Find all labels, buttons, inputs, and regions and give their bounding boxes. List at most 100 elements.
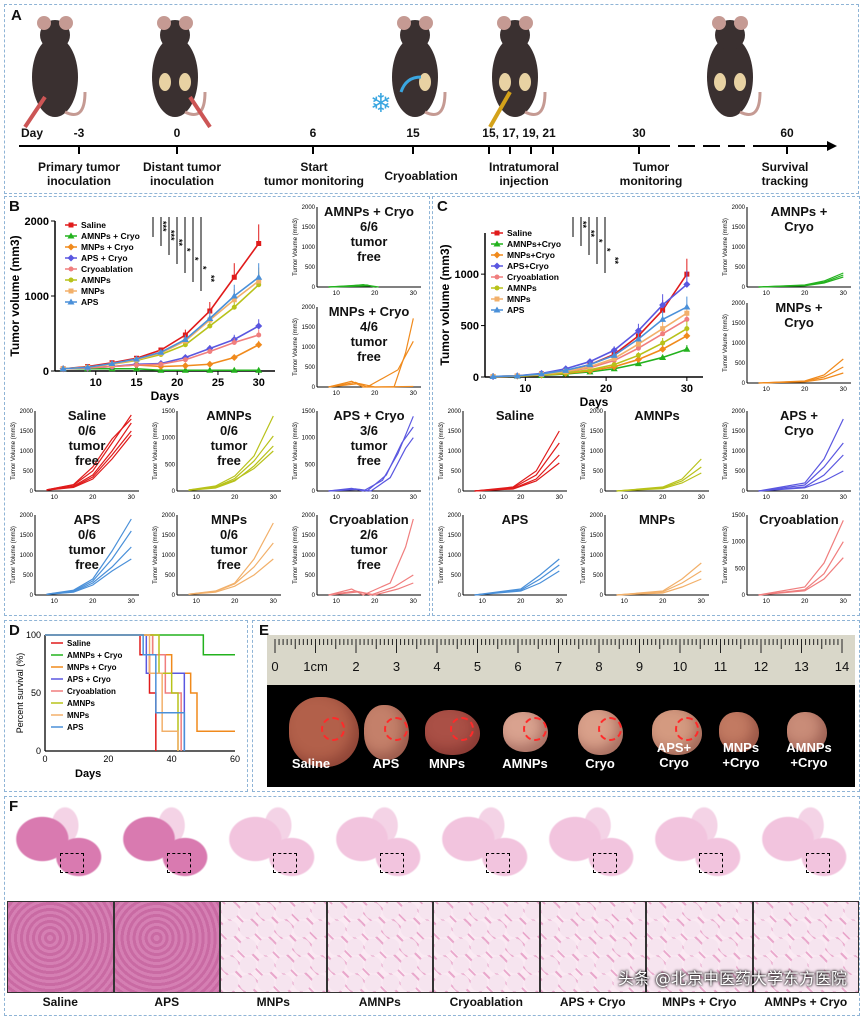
y-tick-label: 1500 (302, 225, 316, 231)
significance-label: * (602, 248, 612, 252)
he-group-label: MNPs + Cryo (662, 995, 737, 1009)
timeline-event: Intratumoral injection (488, 160, 559, 188)
legend-label: AMNPs (81, 275, 111, 285)
significance-label: ** (206, 275, 216, 283)
small-chart: 0 500 1000 1500 2000 10 20 30 Tumor Volume (mm3)… (435, 509, 573, 613)
data-point (67, 232, 75, 239)
individual-line (474, 558, 560, 596)
y-axis-label: Tumor Volume (mm3) (581, 422, 587, 480)
small-chart: 0 500 1000 1500 10 20 30 Tumor Volume (mm3) AMNP… (149, 405, 287, 509)
data-point (206, 360, 214, 368)
data-point (659, 315, 667, 322)
x-tick-label: 10 (90, 377, 102, 389)
y-tick-label: 1500 (302, 409, 316, 415)
small-chart: 0 500 1000 1500 2000 10 20 30 Tumor Volume (mm3)… (7, 405, 145, 509)
individual-line (328, 382, 414, 388)
he-overview-image (547, 803, 638, 893)
he-group-label: AMNPs + Cryo (764, 995, 848, 1009)
mouse-4 (488, 16, 547, 128)
ruler-number: 6 (514, 659, 521, 674)
small-chart-title: MNPs + Cryo 4/6 tumor free (328, 304, 410, 364)
data-point (206, 366, 214, 373)
svg-text:❄: ❄ (370, 88, 392, 118)
small-chart: 0 500 1000 1500 2000 10 20 30 Tumor Volume (mm3)… (289, 301, 427, 405)
significance-label: *** (158, 221, 168, 232)
y-tick-label: 500 (23, 469, 34, 475)
small-chart-svg: 0 500 1000 1500 2000 10 20 30 Tumor Volume (mm3) (439, 513, 567, 605)
he-overview-image (121, 803, 212, 893)
legend-label: MNPs + Cryo (81, 242, 134, 252)
y-tick-label: 1000 (590, 449, 604, 455)
y-tick-label: 1500 (20, 429, 34, 435)
y-tick-label: 1000 (732, 449, 746, 455)
data-point (181, 366, 189, 373)
legend-label: Cryoablation (81, 264, 133, 274)
y-tick-label: 1500 (732, 321, 746, 327)
small-chart-svg: 0 500 1000 1500 10 20 30 Tumor Volume (mm3) (153, 409, 281, 501)
x-tick-label: 20 (517, 598, 525, 605)
y-tick-label: 2000 (590, 409, 604, 415)
small-chart-title: Cryoablation (759, 512, 839, 527)
ruler-number: 9 (636, 659, 643, 674)
timeline-svg: ❄ (19, 16, 837, 154)
individual-line (474, 462, 560, 492)
legend-label: Saline (67, 639, 91, 648)
x-tick-label: 20 (171, 377, 183, 389)
y-axis-label: Tumor Volume (mm3) (723, 314, 729, 372)
small-chart-title: APS + Cryo 3/6 tumor free (333, 408, 405, 468)
ruler-number: 4 (433, 659, 440, 674)
y-tick-label: 1000 (302, 553, 316, 559)
timeline-tick: 60 (780, 126, 794, 140)
mouse-5 (707, 16, 762, 117)
y-tick-label: 50 (31, 688, 41, 698)
y-tick-label: 1000 (448, 449, 462, 455)
x-tick-label: 20 (600, 383, 612, 395)
x-tick-label: 10 (621, 494, 629, 501)
ruler-number: 1cm (303, 659, 328, 674)
individual-line (188, 415, 274, 491)
y-axis-label: Tumor Volume (mm3) (581, 526, 587, 584)
individual-line (188, 450, 274, 491)
individual-line (188, 558, 274, 595)
legend-label: APS (67, 723, 84, 732)
small-chart-svg: 0 500 1000 1500 2000 10 20 30 Tumor Volume (mm3) (581, 409, 709, 501)
y-tick-label: 1500 (162, 533, 176, 539)
panel-a: A ❄ (4, 4, 859, 194)
data-point (133, 362, 139, 368)
data-point (659, 353, 667, 360)
x-tick-label: 20 (371, 494, 379, 501)
data-point (230, 366, 238, 373)
y-tick-label: 1000 (302, 245, 316, 251)
legend-label: APS+Cryo (507, 261, 549, 271)
legend-label: AMNPs+Cryo (507, 239, 561, 249)
individual-line (328, 582, 414, 596)
x-tick-label: 20 (103, 754, 113, 764)
small-chart-svg: 0 500 1000 1500 2000 10 20 30 Tumor Volume (mm3) (293, 205, 421, 297)
small-chart-svg: 0 500 1000 1500 10 20 30 Tumor Volume (mm3) (293, 409, 421, 501)
y-tick-label: 0 (43, 366, 49, 378)
timeline-tick: 15, 17, 19, 21 (482, 126, 556, 140)
x-tick-label: 20 (801, 494, 809, 501)
significance-label: ** (578, 221, 588, 229)
data-point (132, 355, 140, 362)
panel-b-main-chart: 0 1000 2000 10 15 20 25 30 Days Tumor volume (mm3… (8, 216, 275, 403)
panel-b-label: B (9, 198, 20, 215)
y-tick-label: 2000 (25, 216, 49, 228)
small-chart: 0 500 1000 1500 2000 10 20 30 Tumor Volume (mm3)… (289, 509, 427, 613)
individual-line (758, 557, 844, 596)
y-tick-label: 500 (735, 265, 746, 271)
x-axis-label: Days (75, 768, 101, 780)
small-chart-title: MNPs + Cryo (775, 300, 823, 330)
data-point (255, 341, 263, 349)
data-point (562, 366, 570, 373)
data-point (158, 361, 164, 367)
y-tick-label: 500 (451, 469, 462, 475)
y-axis-label: Percent survival (%) (15, 653, 25, 734)
legend-label: Saline (507, 228, 532, 238)
x-tick-label: 30 (556, 598, 564, 605)
y-tick-label: 1000 (455, 269, 479, 281)
small-chart-svg: 0 500 1000 1500 2000 10 20 30 Tumor Volume (mm3) (293, 305, 421, 397)
data-point (256, 332, 262, 338)
individual-line (328, 341, 414, 388)
y-tick-label: 0 (172, 489, 176, 495)
